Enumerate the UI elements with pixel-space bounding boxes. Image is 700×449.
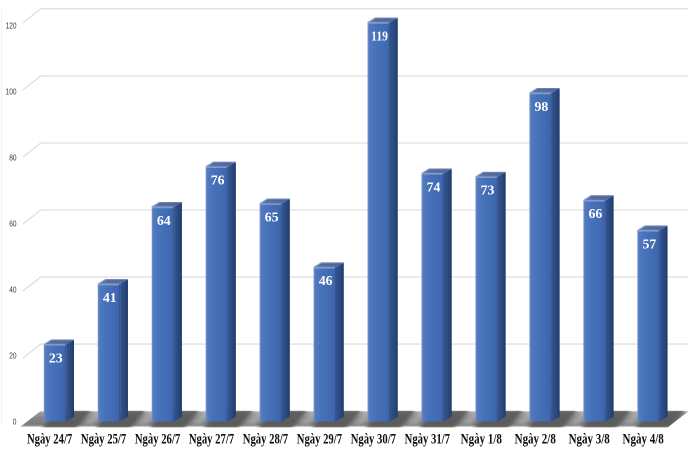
svg-text:60: 60 — [9, 218, 16, 228]
svg-text:76: 76 — [211, 174, 225, 189]
svg-text:120: 120 — [6, 20, 17, 30]
svg-text:80: 80 — [9, 152, 16, 162]
svg-text:66: 66 — [589, 207, 603, 222]
svg-text:100: 100 — [6, 86, 17, 96]
svg-text:46: 46 — [319, 274, 333, 289]
svg-text:Ngày 26/7: Ngày 26/7 — [135, 431, 180, 447]
svg-text:73: 73 — [481, 184, 495, 199]
svg-text:Ngày 31/7: Ngày 31/7 — [405, 431, 450, 447]
svg-text:Ngày 27/7: Ngày 27/7 — [189, 431, 234, 447]
svg-text:40: 40 — [9, 284, 16, 294]
svg-text:23: 23 — [49, 351, 63, 366]
svg-text:Ngày 4/8: Ngày 4/8 — [623, 431, 664, 447]
svg-text:Ngày 1/8: Ngày 1/8 — [461, 431, 502, 447]
svg-text:Ngày 29/7: Ngày 29/7 — [297, 431, 342, 447]
svg-text:20: 20 — [9, 350, 16, 360]
svg-text:98: 98 — [535, 100, 549, 115]
svg-text:119: 119 — [371, 29, 388, 44]
svg-text:74: 74 — [427, 180, 441, 195]
svg-text:Ngày 3/8: Ngày 3/8 — [569, 431, 610, 447]
svg-text:64: 64 — [157, 214, 171, 229]
svg-text:0: 0 — [13, 416, 17, 426]
svg-text:Ngày 25/7: Ngày 25/7 — [81, 431, 126, 447]
svg-text:Ngày 2/8: Ngày 2/8 — [515, 431, 556, 447]
svg-text:57: 57 — [642, 237, 656, 252]
svg-text:Ngày 24/7: Ngày 24/7 — [27, 431, 72, 447]
svg-text:Ngày 28/7: Ngày 28/7 — [243, 431, 288, 447]
svg-text:65: 65 — [265, 210, 279, 225]
svg-text:Ngày 30/7: Ngày 30/7 — [351, 431, 396, 447]
svg-text:41: 41 — [103, 291, 117, 306]
